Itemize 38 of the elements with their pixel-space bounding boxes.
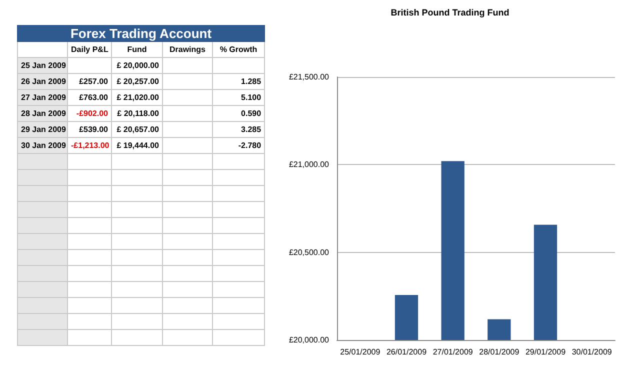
text: 5.100: [241, 93, 262, 102]
text: -2.780: [238, 141, 262, 150]
y-tick-label: £21,500.00: [288, 72, 330, 82]
text: £ 21,020.00: [116, 93, 159, 102]
category-label: 27 Jan 2009: [21, 93, 66, 102]
x-tick-label: 30/01/2009: [572, 348, 612, 356]
y-tick-label: £21,000.00: [288, 160, 330, 170]
text: £257.00: [79, 77, 108, 86]
category-label: Drawings: [162, 42, 212, 58]
text: Forex Trading Account: [18, 26, 265, 42]
text: £763.00: [79, 93, 108, 102]
text: 3.285: [241, 125, 262, 134]
x-tick-label: 29/01/2009: [525, 348, 566, 356]
text: £ 20,257.00: [116, 77, 159, 86]
category-label: 28 Jan 2009: [21, 109, 66, 118]
category-label: 26 Jan 2009: [21, 77, 66, 86]
category-label: Daily P&L: [68, 42, 112, 58]
text: £ 20,657.00: [116, 125, 159, 134]
text: £539.00: [79, 125, 108, 134]
text: -£902.00: [76, 109, 108, 118]
chart-title: British Pound Trading Fund: [390, 8, 510, 18]
text: -£1,213.00: [71, 141, 110, 150]
category-label: Fund: [112, 42, 162, 58]
x-tick-label: 28/01/2009: [479, 348, 520, 356]
x-tick-label: 25/01/2009: [340, 348, 381, 356]
x-tick-label: 26/01/2009: [386, 348, 428, 356]
text: 1.285: [241, 77, 262, 86]
x-tick-label: 27/01/2009: [432, 348, 474, 356]
text: 0.590: [241, 109, 262, 118]
category-label: 29 Jan 2009: [21, 125, 66, 134]
y-tick-label: £20,500.00: [288, 248, 330, 257]
text: £ 20,118.00: [117, 109, 159, 118]
y-tick-label: £20,000.00: [288, 336, 330, 344]
text: £ 20,000.00: [116, 61, 159, 70]
category-label: 30 Jan 2009: [21, 141, 66, 150]
text: £ 19,444.00: [116, 141, 159, 150]
category-label: % Growth: [212, 42, 265, 58]
category-label: 25 Jan 2009: [21, 61, 66, 70]
